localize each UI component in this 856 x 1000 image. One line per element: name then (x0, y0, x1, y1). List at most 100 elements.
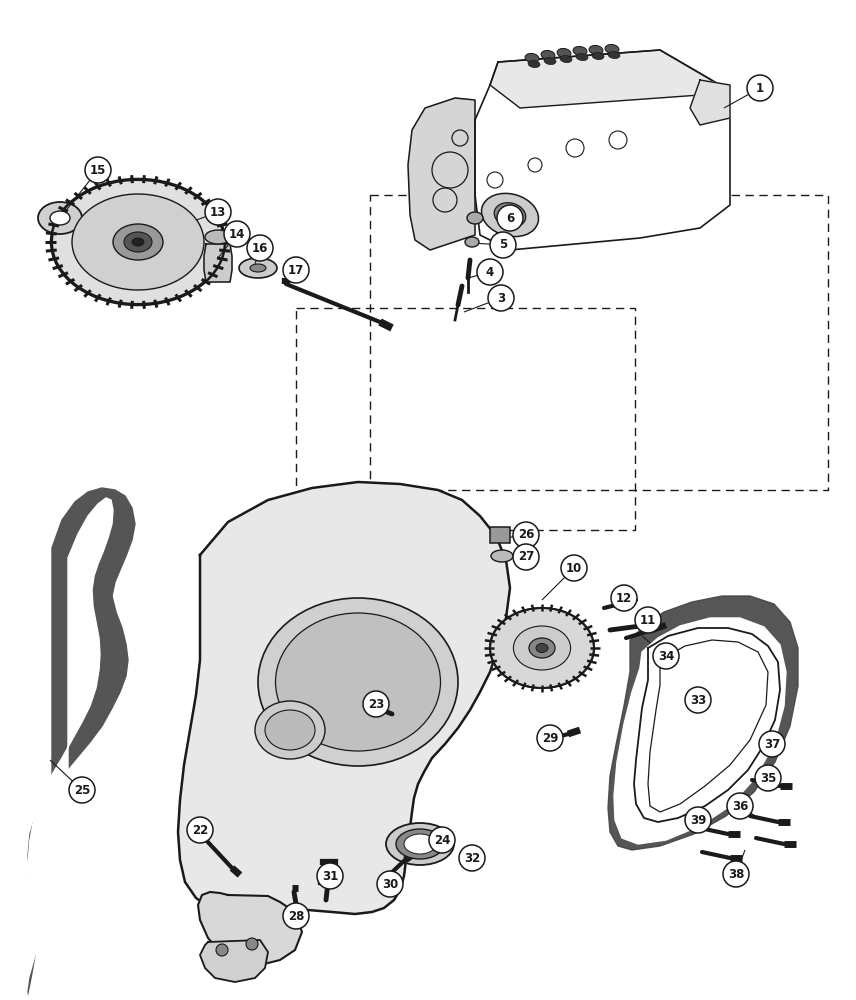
Ellipse shape (38, 202, 82, 234)
Circle shape (759, 731, 785, 757)
Ellipse shape (589, 45, 603, 55)
Circle shape (653, 643, 679, 669)
Circle shape (513, 544, 539, 570)
Text: 17: 17 (288, 263, 304, 276)
Circle shape (513, 522, 539, 548)
Text: 6: 6 (506, 212, 514, 225)
Polygon shape (490, 50, 720, 108)
Circle shape (205, 199, 231, 225)
Polygon shape (690, 80, 730, 125)
Circle shape (283, 903, 309, 929)
Circle shape (635, 607, 661, 633)
Text: 27: 27 (518, 550, 534, 564)
Circle shape (377, 871, 403, 897)
Circle shape (224, 221, 250, 247)
Ellipse shape (72, 194, 204, 290)
Text: 4: 4 (486, 265, 494, 278)
Polygon shape (200, 940, 268, 982)
Text: 36: 36 (732, 800, 748, 812)
Circle shape (685, 687, 711, 713)
Ellipse shape (491, 550, 513, 562)
Circle shape (216, 944, 228, 956)
Text: 37: 37 (764, 738, 780, 750)
Text: 11: 11 (640, 613, 657, 626)
Text: 32: 32 (464, 852, 480, 864)
Ellipse shape (258, 598, 458, 766)
Ellipse shape (255, 701, 325, 759)
Ellipse shape (132, 238, 144, 246)
Ellipse shape (528, 60, 540, 68)
Ellipse shape (592, 52, 604, 60)
Circle shape (497, 205, 523, 231)
Circle shape (187, 817, 213, 843)
Text: 1: 1 (756, 82, 764, 95)
Ellipse shape (250, 264, 266, 272)
Ellipse shape (481, 193, 538, 237)
Ellipse shape (239, 258, 277, 278)
Text: 31: 31 (322, 869, 338, 882)
Circle shape (755, 765, 781, 791)
Text: 29: 29 (542, 732, 558, 744)
Text: 13: 13 (210, 206, 226, 219)
Polygon shape (634, 628, 780, 822)
Text: 33: 33 (690, 694, 706, 706)
Ellipse shape (503, 210, 517, 220)
Text: 14: 14 (229, 228, 245, 240)
Circle shape (283, 257, 309, 283)
Polygon shape (198, 892, 302, 965)
Circle shape (429, 827, 455, 853)
Circle shape (685, 807, 711, 833)
Circle shape (459, 845, 485, 871)
Text: 26: 26 (518, 528, 534, 542)
Ellipse shape (52, 180, 224, 304)
Ellipse shape (467, 212, 483, 224)
Ellipse shape (276, 613, 441, 751)
Polygon shape (614, 618, 786, 844)
Circle shape (490, 232, 516, 258)
Text: 22: 22 (192, 824, 208, 836)
Ellipse shape (576, 53, 588, 61)
Ellipse shape (265, 710, 315, 750)
Circle shape (317, 863, 343, 889)
Ellipse shape (557, 48, 571, 58)
Ellipse shape (386, 823, 454, 865)
Polygon shape (204, 244, 232, 282)
Text: 5: 5 (499, 238, 507, 251)
Circle shape (247, 235, 273, 261)
Circle shape (727, 793, 753, 819)
Ellipse shape (396, 829, 444, 859)
Text: 30: 30 (382, 878, 398, 890)
Ellipse shape (124, 232, 152, 252)
Ellipse shape (536, 644, 548, 652)
Polygon shape (28, 488, 135, 1000)
Circle shape (69, 777, 95, 803)
Text: 24: 24 (434, 834, 450, 846)
Text: 23: 23 (368, 698, 384, 710)
Text: 3: 3 (497, 292, 505, 304)
Ellipse shape (113, 224, 163, 260)
Ellipse shape (514, 626, 571, 670)
Circle shape (488, 285, 514, 311)
Ellipse shape (608, 51, 620, 59)
Ellipse shape (205, 230, 231, 244)
Ellipse shape (525, 53, 539, 63)
Circle shape (611, 585, 637, 611)
Polygon shape (28, 498, 113, 1000)
Text: 39: 39 (690, 814, 706, 826)
Circle shape (246, 938, 258, 950)
Circle shape (537, 725, 563, 751)
Text: 28: 28 (288, 910, 304, 922)
Ellipse shape (529, 638, 555, 658)
Polygon shape (648, 640, 768, 812)
Text: 12: 12 (615, 591, 632, 604)
Ellipse shape (50, 211, 70, 225)
Circle shape (723, 861, 749, 887)
Polygon shape (408, 98, 475, 250)
Text: 16: 16 (252, 241, 268, 254)
Ellipse shape (560, 55, 572, 63)
Text: 25: 25 (74, 784, 90, 796)
Ellipse shape (605, 44, 619, 54)
Circle shape (477, 259, 503, 285)
Circle shape (747, 75, 773, 101)
Circle shape (561, 555, 587, 581)
